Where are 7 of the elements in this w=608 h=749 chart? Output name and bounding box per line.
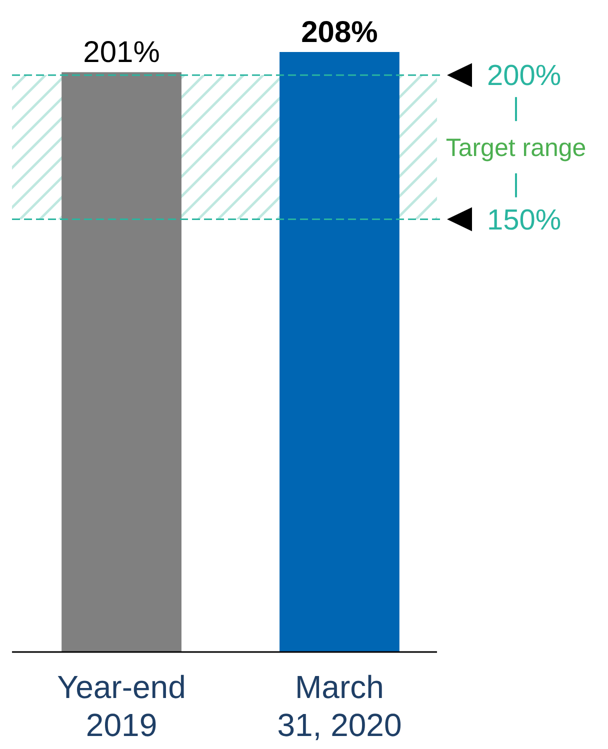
x-tick-label: March 31, 2020: [277, 669, 402, 743]
band-label: Target range: [446, 134, 586, 162]
ref-line-label: 200%: [487, 60, 562, 92]
x-tick-label: Year-end 2019: [57, 669, 186, 743]
ref-line-label: 150%: [487, 204, 562, 236]
data-label: 208%: [301, 16, 378, 49]
data-label: 201%: [83, 36, 160, 70]
